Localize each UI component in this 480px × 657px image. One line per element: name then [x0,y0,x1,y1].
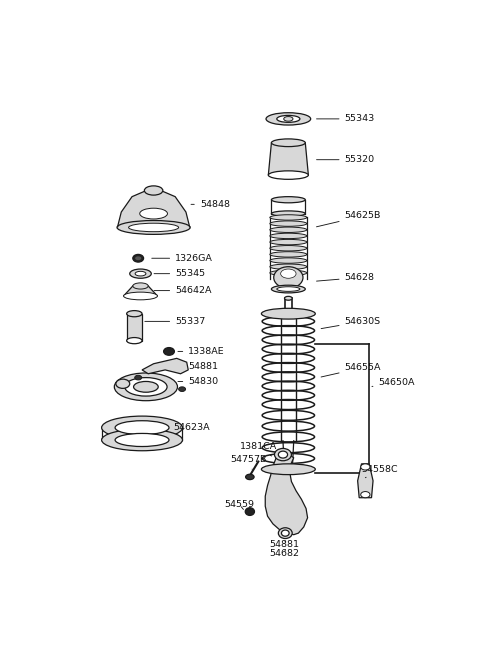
Ellipse shape [262,464,315,474]
Ellipse shape [127,311,142,317]
Text: 1381CA: 1381CA [240,442,277,456]
Text: 54848: 54848 [191,200,230,209]
Text: 55343: 55343 [316,114,375,124]
Ellipse shape [270,215,307,220]
Ellipse shape [262,308,315,319]
Ellipse shape [144,186,163,195]
Text: 54757B: 54757B [230,455,267,469]
Ellipse shape [271,285,305,293]
Text: 54881: 54881 [269,540,300,549]
Polygon shape [268,143,308,175]
Ellipse shape [125,378,167,396]
Ellipse shape [116,379,130,388]
Ellipse shape [278,451,288,458]
Ellipse shape [277,116,300,122]
Ellipse shape [274,267,303,288]
Ellipse shape [270,270,307,275]
Polygon shape [358,464,373,498]
Ellipse shape [102,429,182,451]
Ellipse shape [123,292,157,300]
Ellipse shape [270,233,307,238]
Ellipse shape [271,139,305,147]
Ellipse shape [133,382,158,392]
Ellipse shape [270,239,307,245]
Ellipse shape [285,296,292,300]
Ellipse shape [270,264,307,269]
Text: 54881: 54881 [168,361,218,371]
Ellipse shape [129,223,179,232]
Polygon shape [118,187,190,227]
Text: 55345: 55345 [154,269,205,278]
Ellipse shape [271,211,305,216]
Ellipse shape [270,227,307,233]
Ellipse shape [135,256,141,260]
Polygon shape [123,286,157,296]
Text: 54623A: 54623A [145,423,209,432]
Polygon shape [142,358,188,374]
Ellipse shape [115,420,169,434]
Ellipse shape [179,387,186,392]
Ellipse shape [361,464,370,470]
Ellipse shape [133,254,144,262]
Text: 54630S: 54630S [321,317,381,328]
Polygon shape [265,454,308,535]
Ellipse shape [117,221,190,235]
Ellipse shape [277,286,300,291]
Text: 54655A: 54655A [321,363,381,377]
Text: 54682: 54682 [269,549,300,558]
Ellipse shape [133,283,148,289]
Ellipse shape [135,375,142,380]
Ellipse shape [115,434,169,447]
Ellipse shape [130,269,151,279]
Ellipse shape [268,171,308,179]
Text: 55337: 55337 [145,317,205,326]
Ellipse shape [284,116,293,121]
Ellipse shape [164,348,174,355]
Text: 54625B: 54625B [316,212,381,227]
Ellipse shape [271,196,305,203]
Text: 54642A: 54642A [154,286,212,295]
Text: 54558C: 54558C [361,466,398,478]
Ellipse shape [270,258,307,263]
Ellipse shape [270,221,307,226]
Ellipse shape [281,530,289,536]
Ellipse shape [245,508,254,516]
Text: 54559: 54559 [225,500,254,509]
Text: 54830: 54830 [178,377,218,386]
Ellipse shape [140,208,168,219]
Ellipse shape [361,491,370,498]
Ellipse shape [285,470,292,474]
Ellipse shape [270,252,307,257]
Ellipse shape [266,113,311,125]
Ellipse shape [275,449,291,461]
Ellipse shape [246,474,254,480]
Text: 54650A: 54650A [372,378,415,388]
Ellipse shape [278,528,292,539]
Ellipse shape [127,338,142,344]
Ellipse shape [114,373,178,401]
Ellipse shape [135,271,146,276]
Ellipse shape [281,269,296,279]
Text: 54628: 54628 [316,273,374,282]
Text: 55320: 55320 [316,155,375,164]
Ellipse shape [270,246,307,251]
Ellipse shape [102,416,182,439]
Text: 1326GA: 1326GA [152,254,213,263]
Text: 1338AE: 1338AE [178,347,225,356]
Bar [127,313,142,340]
